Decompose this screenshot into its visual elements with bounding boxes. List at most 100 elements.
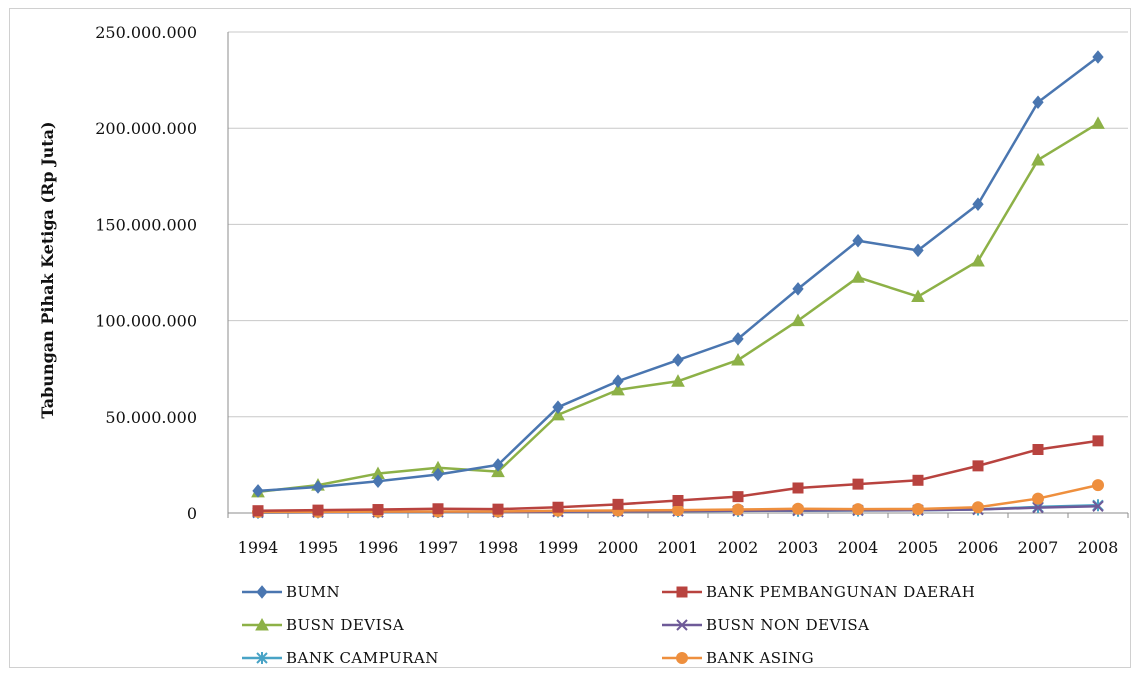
- legend-marker: [676, 652, 688, 664]
- data-point: [372, 474, 384, 489]
- data-point: [912, 243, 924, 258]
- x-tick-label: 2006: [958, 538, 999, 557]
- legend-marker: [676, 586, 688, 598]
- data-point: [972, 501, 984, 514]
- legend-item: BANK PEMBANGUNAN DAERAH: [662, 583, 975, 601]
- legend-item: BANK ASING: [662, 649, 814, 667]
- data-point: [1031, 152, 1045, 166]
- data-point: [1032, 492, 1044, 505]
- data-point: [1092, 479, 1104, 492]
- x-tick-label: 1999: [538, 538, 579, 557]
- x-tick-label: 1996: [358, 538, 399, 557]
- series-bank-pembangunan-daerah: [252, 435, 1104, 517]
- legend-label: BUSN DEVISA: [286, 616, 404, 634]
- legend-item: BUMN: [242, 583, 340, 601]
- data-point: [672, 353, 684, 367]
- y-tick-label: 200.000.000: [95, 119, 197, 138]
- data-point: [252, 505, 264, 517]
- data-point: [912, 502, 924, 515]
- series-line: [257, 56, 1099, 493]
- y-tick-label: 150.000.000: [95, 215, 197, 234]
- data-point: [731, 352, 745, 366]
- data-point: [851, 270, 865, 283]
- x-tick-label: 2000: [598, 538, 639, 557]
- x-tick-label: 2002: [718, 538, 759, 557]
- legend-marker: [676, 619, 688, 631]
- legend-item: BUSN NON DEVISA: [662, 616, 870, 634]
- data-point: [1032, 95, 1044, 110]
- legend-marker: [255, 617, 269, 631]
- data-point: [492, 503, 504, 515]
- data-point: [672, 504, 684, 517]
- data-point: [791, 313, 805, 327]
- legend-label: BANK PEMBANGUNAN DAERAH: [706, 583, 975, 601]
- y-tick-label: 50.000.000: [105, 408, 197, 427]
- data-point: [432, 467, 444, 482]
- y-axis-title: Tabungan Pihak Ketiga (Rp Juta): [38, 121, 57, 418]
- data-point: [1032, 444, 1044, 456]
- x-tick-label: 2004: [838, 538, 879, 557]
- data-point: [312, 480, 324, 494]
- y-tick-labels: 0 50.000.000 100.000.000 150.000.000 200.000…: [95, 23, 197, 523]
- axes: [227, 32, 1129, 518]
- legend-item: BANK CAMPURAN: [242, 649, 439, 667]
- data-point: [552, 501, 564, 513]
- gridlines: [228, 31, 1128, 418]
- data-point: [612, 374, 624, 388]
- x-tick-label: 2001: [658, 538, 699, 557]
- data-point: [312, 504, 324, 516]
- legend-label: BUSN NON DEVISA: [706, 616, 870, 634]
- legend-marker: [256, 652, 268, 664]
- data-point: [852, 503, 864, 516]
- x-tick-label: 1997: [418, 538, 459, 557]
- data-point: [1092, 50, 1104, 64]
- x-tick-label: 1998: [478, 538, 519, 557]
- legend-label: BANK CAMPURAN: [286, 649, 439, 667]
- data-point: [911, 289, 925, 303]
- data-point: [792, 282, 804, 296]
- legend-label: BANK ASING: [706, 649, 814, 667]
- x-tick-label: 1995: [298, 538, 339, 557]
- x-tick-label: 2005: [898, 538, 939, 557]
- data-point: [1032, 501, 1044, 514]
- series-line: [257, 122, 1099, 494]
- data-point: [732, 491, 744, 503]
- series-bumn: [252, 50, 1104, 498]
- data-point: [1092, 500, 1104, 512]
- x-tick-labels: 1994 1995 1996 1997 1998 1999 2000 2001 2002 2003…: [238, 538, 1119, 557]
- data-point: [252, 484, 264, 498]
- series-busn-devisa: [251, 116, 1105, 498]
- data-point: [372, 504, 384, 516]
- data-point: [971, 253, 985, 267]
- series-lines: [251, 50, 1105, 519]
- data-point: [612, 498, 624, 510]
- y-tick-label: 250.000.000: [95, 23, 197, 42]
- data-point: [792, 502, 804, 515]
- data-point: [492, 458, 504, 472]
- data-point: [972, 197, 984, 211]
- data-point: [432, 503, 444, 515]
- legend: BUMN BANK PEMBANGUNAN DAERAH BUSN DEVISA BU…: [242, 583, 975, 667]
- data-point: [912, 474, 924, 486]
- x-tick-label: 1994: [238, 538, 279, 557]
- data-point: [732, 503, 744, 516]
- data-point: [852, 478, 864, 490]
- data-point: [552, 400, 564, 414]
- data-point: [672, 494, 684, 506]
- x-tick-label: 2003: [778, 538, 819, 557]
- x-tick-label: 2007: [1018, 538, 1059, 557]
- data-point: [611, 382, 625, 396]
- data-point: [792, 482, 804, 494]
- legend-label: BUMN: [286, 583, 340, 601]
- data-point: [1092, 435, 1104, 447]
- y-tick-label: 100.000.000: [95, 312, 197, 331]
- chart-frame: [9, 8, 1131, 668]
- legend-item: BUSN DEVISA: [242, 616, 404, 634]
- y-tick-label: 0: [187, 504, 197, 523]
- data-point: [1091, 116, 1105, 129]
- data-point: [852, 233, 864, 248]
- legend-marker: [256, 585, 268, 599]
- x-tick-label: 2008: [1078, 538, 1119, 557]
- data-point: [972, 460, 984, 472]
